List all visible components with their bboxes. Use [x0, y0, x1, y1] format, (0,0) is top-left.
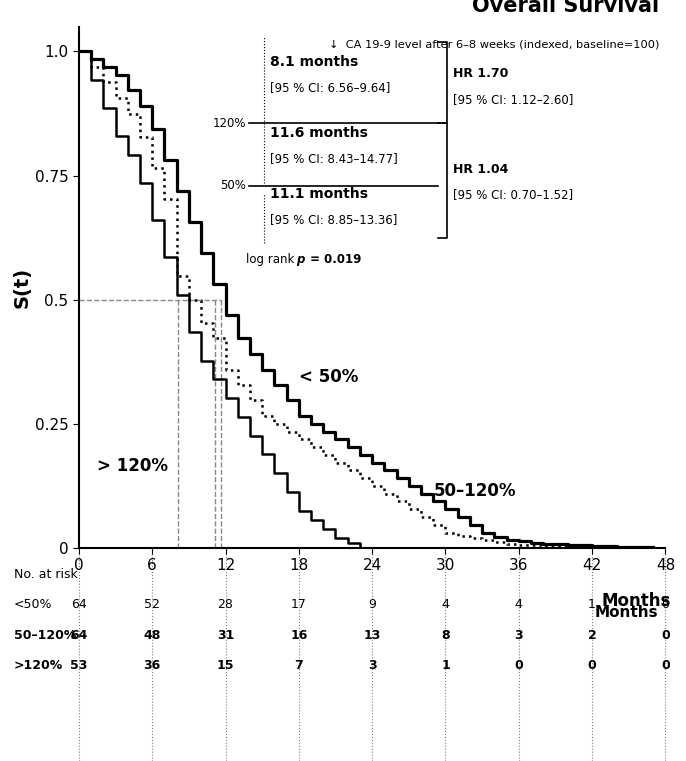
Text: 1: 1	[588, 598, 596, 612]
Text: log rank: log rank	[246, 253, 298, 266]
Text: Overall Survival: Overall Survival	[473, 0, 659, 16]
Text: 52: 52	[144, 598, 160, 612]
Text: 4: 4	[442, 598, 449, 612]
Text: Months: Months	[595, 605, 659, 620]
Text: 50–120%: 50–120%	[14, 629, 76, 642]
Text: 3: 3	[514, 629, 523, 642]
Text: 36: 36	[143, 659, 161, 673]
Text: 9: 9	[368, 598, 376, 612]
Text: [95 % CI: 8.85–13.36]: [95 % CI: 8.85–13.36]	[270, 213, 397, 226]
Text: ↓  CA 19-9 level after 6–8 weeks (indexed, baseline=100): ↓ CA 19-9 level after 6–8 weeks (indexed…	[329, 40, 659, 49]
Text: 16: 16	[290, 629, 307, 642]
Text: 53: 53	[70, 659, 88, 673]
Text: p: p	[296, 253, 305, 266]
Text: 0: 0	[588, 659, 597, 673]
Text: [95 % CI: 0.70–1.52]: [95 % CI: 0.70–1.52]	[453, 188, 573, 201]
Text: 4: 4	[515, 598, 523, 612]
Y-axis label: S(t): S(t)	[13, 266, 32, 308]
Text: 64: 64	[70, 629, 88, 642]
Text: 11.1 months: 11.1 months	[270, 187, 368, 201]
Text: 0: 0	[661, 659, 670, 673]
Text: <50%: <50%	[14, 598, 52, 612]
Text: 48: 48	[143, 629, 161, 642]
Text: 50–120%: 50–120%	[434, 482, 516, 500]
Text: 0: 0	[661, 629, 670, 642]
Text: 15: 15	[217, 659, 235, 673]
Text: 3: 3	[368, 659, 377, 673]
Text: 8: 8	[441, 629, 450, 642]
Text: 64: 64	[71, 598, 86, 612]
Text: = 0.019: = 0.019	[306, 253, 362, 266]
Text: 50%: 50%	[220, 179, 246, 192]
Text: 0: 0	[514, 659, 523, 673]
Text: [95 % CI: 6.56–9.64]: [95 % CI: 6.56–9.64]	[270, 81, 390, 94]
Text: 1: 1	[441, 659, 450, 673]
Text: 0: 0	[661, 598, 670, 612]
Text: 11.6 months: 11.6 months	[270, 126, 368, 140]
Text: 28: 28	[217, 598, 233, 612]
Text: Months: Months	[602, 592, 672, 610]
Text: 17: 17	[291, 598, 307, 612]
Text: [95 % CI: 1.12–2.60]: [95 % CI: 1.12–2.60]	[453, 93, 573, 106]
Text: 7: 7	[294, 659, 303, 673]
Text: 31: 31	[217, 629, 234, 642]
Text: No. at risk: No. at risk	[14, 568, 78, 581]
Text: 120%: 120%	[213, 116, 246, 129]
Text: 2: 2	[588, 629, 597, 642]
Text: 8.1 months: 8.1 months	[270, 56, 358, 69]
Text: [95 % CI: 8.43–14.77]: [95 % CI: 8.43–14.77]	[270, 151, 397, 164]
Text: > 120%: > 120%	[97, 457, 168, 475]
Text: HR 1.70: HR 1.70	[453, 67, 508, 80]
Text: HR 1.04: HR 1.04	[453, 164, 508, 177]
Text: < 50%: < 50%	[299, 368, 358, 386]
Text: 13: 13	[364, 629, 381, 642]
Text: >120%: >120%	[14, 659, 63, 673]
